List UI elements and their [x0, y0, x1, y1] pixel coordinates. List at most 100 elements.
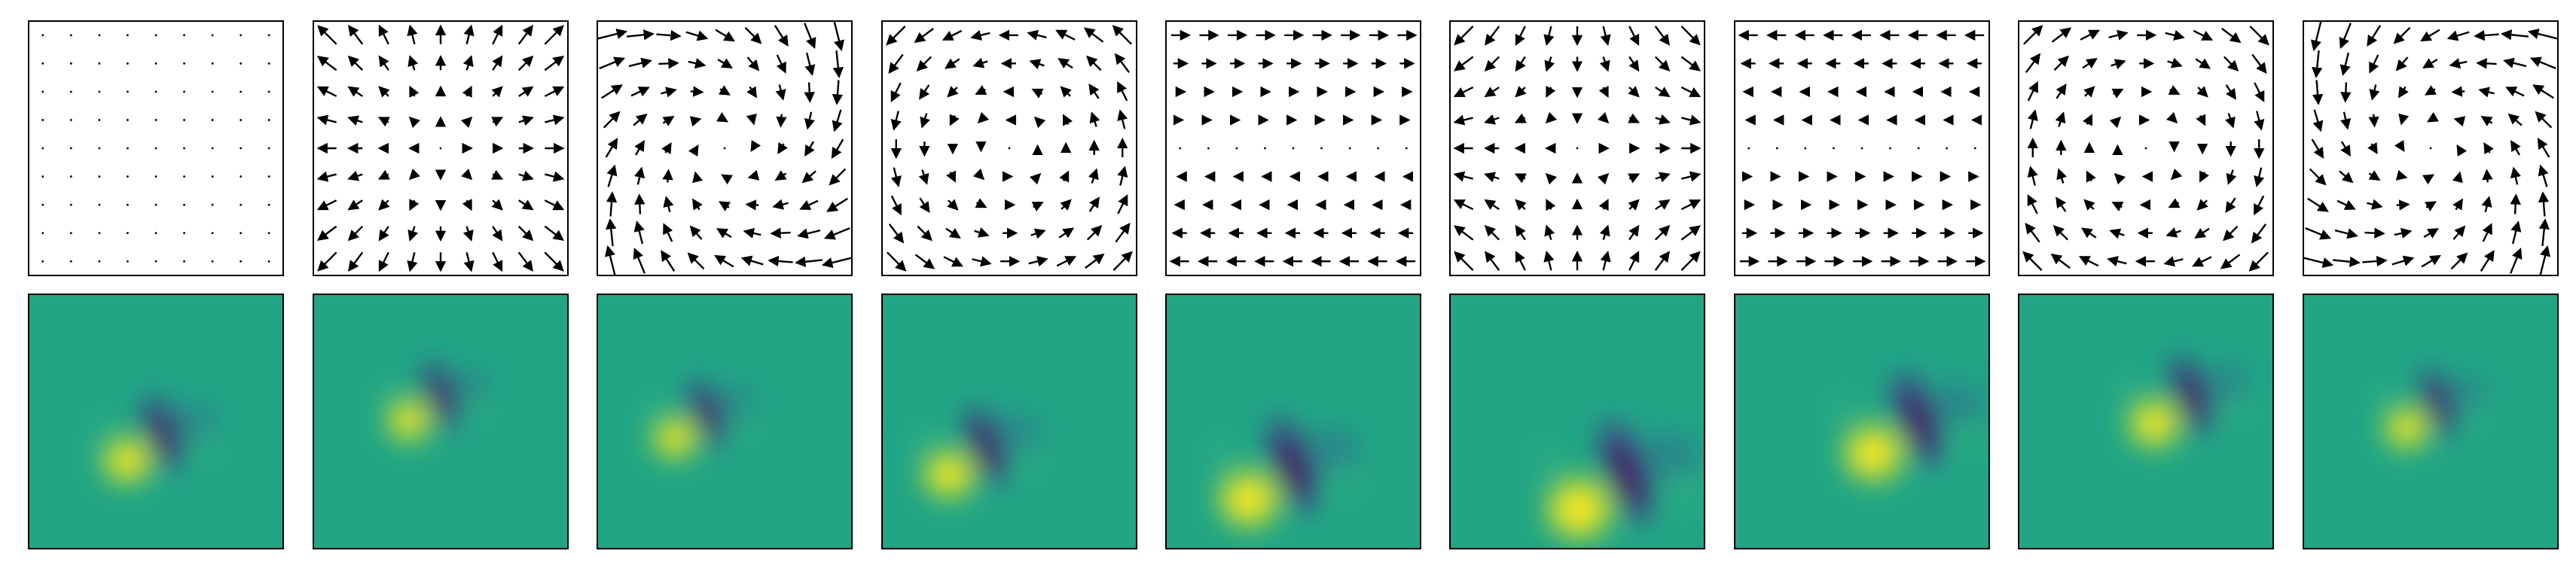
vector-dot [154, 175, 157, 178]
vector-arrow [2394, 139, 2405, 153]
vector-arrow [804, 82, 815, 103]
vector-arrow [890, 195, 902, 216]
vector-arrow [347, 225, 364, 242]
vector-arrow [1600, 251, 1611, 271]
vector-dot [1917, 147, 1920, 150]
vector-arrow [2420, 29, 2440, 42]
vector-dot [154, 34, 157, 37]
vector-dot [1946, 147, 1949, 150]
vector-arrow [2450, 252, 2468, 270]
vector-arrow [1544, 56, 1555, 72]
vector-dot [127, 90, 129, 93]
vector-arrow [2225, 84, 2236, 100]
heatmap-panel-4 [881, 294, 1137, 549]
vector-arrow [378, 251, 389, 272]
vector-arrow [1484, 56, 1500, 72]
vector-arrow [517, 225, 534, 242]
vector-arrow [2312, 109, 2324, 132]
vector-arrow [1117, 166, 1128, 186]
vector-arrow [1546, 199, 1556, 211]
vector-dot [98, 203, 101, 206]
vector-dot [183, 175, 185, 178]
vector-arrow [2225, 113, 2236, 129]
vector-arrow [1598, 199, 1609, 211]
vector-arrow [460, 168, 473, 181]
vector-arrow [2368, 114, 2379, 128]
vector-arrow [1628, 173, 1641, 184]
vector-arrow [2199, 170, 2209, 183]
vector-arrow [1680, 56, 1702, 72]
vector-dot [1179, 147, 1182, 150]
vector-dot [267, 175, 270, 178]
vector-arrow [833, 20, 845, 52]
vector-arrow [2311, 138, 2324, 159]
vector-arrow [661, 87, 677, 98]
vector-arrow [2220, 254, 2241, 269]
vector-arrow [1681, 114, 1702, 126]
vector-dot [240, 147, 243, 150]
vector-arrow [1117, 81, 1128, 102]
vector-arrow [2532, 84, 2554, 99]
vector-arrow [2251, 53, 2267, 75]
vector-arrow [1654, 26, 1671, 46]
vector-arrow [1454, 251, 1474, 271]
vector-arrow [1655, 172, 1671, 183]
vector-arrow [663, 196, 674, 212]
heatmap-frame [1734, 294, 1990, 549]
vector-arrow [2527, 28, 2559, 40]
vector-arrow [947, 199, 959, 211]
vector-arrow [972, 168, 985, 181]
vector-arrow [517, 251, 534, 272]
vector-arrow [689, 225, 703, 240]
vector-arrow [1060, 199, 1072, 211]
vector-arrow [2369, 84, 2380, 101]
heatmap-peak-positive [2137, 409, 2169, 440]
vector-arrow [949, 114, 960, 126]
vector-arrow [2025, 53, 2041, 73]
vector-dot [98, 147, 101, 150]
vector-dot [211, 90, 214, 93]
vector-arrow [2476, 58, 2497, 69]
vector-arrow [409, 85, 420, 98]
vector-arrow [606, 218, 617, 247]
vector-dot [98, 34, 101, 37]
vector-arrow [718, 85, 731, 96]
vector-arrow [2395, 56, 2409, 72]
vector-arrow [1453, 56, 1474, 72]
vector-arrow [2480, 250, 2495, 272]
vector-arrow [716, 228, 732, 239]
vector-arrow [518, 86, 534, 97]
vector-arrow [2538, 191, 2550, 217]
vector-arrow [2078, 256, 2099, 267]
vector-dot [41, 62, 44, 65]
vector-arrow [1117, 109, 1128, 129]
vector-arrow [2109, 228, 2125, 239]
vector-arrow [823, 227, 850, 240]
vector-arrow [2056, 168, 2067, 184]
vector-arrow [2083, 199, 2095, 211]
vector-arrow [517, 55, 534, 72]
vector-arrow [2195, 58, 2211, 69]
heatmap-lobe-faint [2375, 382, 2394, 409]
vector-field-panel-2 [313, 20, 569, 276]
vector-arrow [2165, 227, 2181, 238]
vector-dot [69, 34, 72, 37]
vector-arrow [347, 86, 363, 97]
vector-arrow [2505, 87, 2525, 97]
vector-arrow [797, 228, 821, 239]
heatmap-panel-6 [1449, 294, 1705, 549]
vector-arrow [1655, 114, 1671, 125]
vector-dot [98, 232, 101, 235]
vector-arrow [1484, 199, 1500, 211]
vector-dot [1377, 147, 1380, 150]
vector-arrow [407, 252, 418, 272]
vector-dot [69, 203, 72, 206]
vector-arrow [1599, 224, 1610, 240]
vector-arrow [545, 171, 565, 182]
vector-arrow [776, 114, 787, 128]
vector-arrow [2192, 256, 2212, 267]
vector-arrow [2303, 257, 2334, 269]
vector-arrow [1086, 55, 1102, 72]
vector-arrow [463, 252, 475, 272]
